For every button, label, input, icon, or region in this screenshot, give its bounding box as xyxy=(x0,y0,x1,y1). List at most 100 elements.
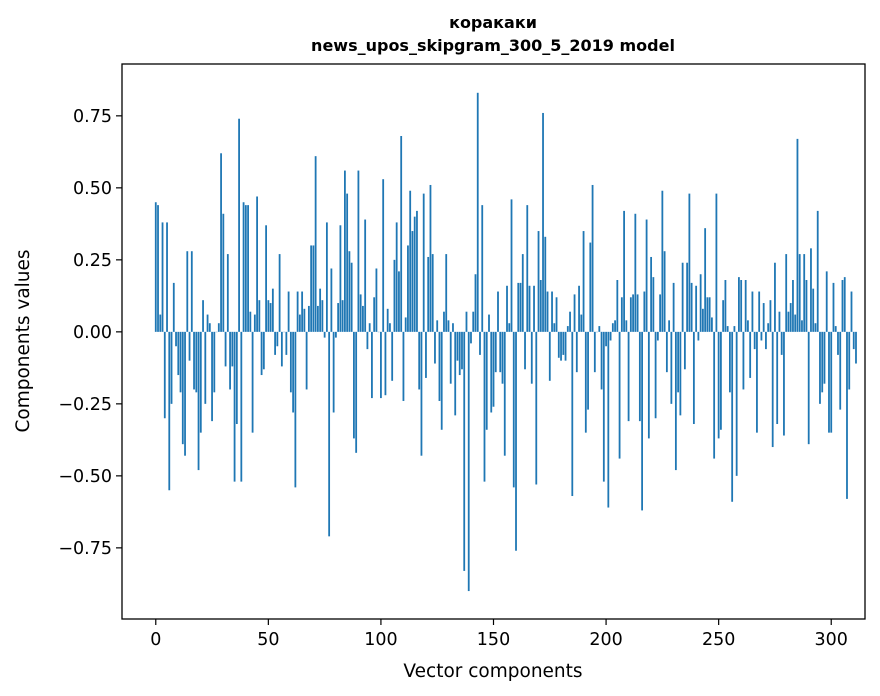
bar-155 xyxy=(503,331,506,456)
bar-236 xyxy=(686,262,689,332)
bar-44 xyxy=(253,314,256,332)
bar-233 xyxy=(679,331,682,416)
bar-107 xyxy=(395,222,398,332)
bar-147 xyxy=(485,331,488,430)
bar-244 xyxy=(704,228,707,332)
bar-235 xyxy=(683,331,686,370)
bar-300 xyxy=(830,331,833,433)
bar-270 xyxy=(762,303,765,332)
bar-267 xyxy=(756,331,758,433)
bar-62 xyxy=(294,331,297,488)
bar-218 xyxy=(645,219,648,332)
bar-53 xyxy=(274,331,276,355)
y-axis-label: Components values xyxy=(13,249,34,432)
bar-98 xyxy=(375,268,378,332)
bar-266 xyxy=(753,331,756,350)
bar-52 xyxy=(271,288,274,332)
bar-59 xyxy=(287,291,290,332)
bar-32 xyxy=(226,254,229,332)
y-tick-label: −0.50 xyxy=(58,467,112,487)
bar-146 xyxy=(483,331,486,482)
bar-271 xyxy=(765,331,767,350)
bar-217 xyxy=(643,291,646,332)
bar-150 xyxy=(492,331,495,407)
bar-295 xyxy=(819,331,821,404)
bar-41 xyxy=(247,205,249,332)
bar-54 xyxy=(276,331,279,347)
bar-182 xyxy=(564,331,567,361)
bar-175 xyxy=(548,331,551,381)
bar-148 xyxy=(488,314,490,332)
bar-12 xyxy=(181,331,184,445)
bar-92 xyxy=(362,305,364,332)
bar-111 xyxy=(404,317,407,332)
bar-207 xyxy=(620,297,623,332)
bar-281 xyxy=(787,311,790,332)
bar-264 xyxy=(749,331,752,378)
bar-35 xyxy=(233,331,236,482)
bar-286 xyxy=(798,254,801,332)
bar-254 xyxy=(726,326,729,332)
bar-109 xyxy=(400,136,403,332)
bar-97 xyxy=(373,297,376,332)
bar-213 xyxy=(634,213,637,332)
x-tick-label: 150 xyxy=(477,630,510,650)
bar-193 xyxy=(589,242,592,332)
bar-282 xyxy=(789,303,792,332)
bar-86 xyxy=(348,251,351,332)
bar-101 xyxy=(382,179,385,332)
bar-304 xyxy=(839,331,842,410)
bar-246 xyxy=(708,297,711,332)
bar-290 xyxy=(807,331,810,445)
bar-242 xyxy=(699,274,702,332)
bar-285 xyxy=(796,138,799,332)
bar-192 xyxy=(587,331,589,410)
bar-306 xyxy=(843,277,846,332)
bar-75 xyxy=(323,331,326,338)
bar-142 xyxy=(474,274,477,332)
bar-210 xyxy=(627,331,630,422)
bar-288 xyxy=(803,254,806,332)
bar-284 xyxy=(794,314,797,332)
bar-214 xyxy=(636,294,639,332)
bar-215 xyxy=(638,331,641,422)
bar-43 xyxy=(251,331,254,433)
bar-95 xyxy=(368,323,371,332)
bar-302 xyxy=(834,326,837,332)
bar-190 xyxy=(582,231,585,332)
bar-188 xyxy=(578,285,580,332)
bar-76 xyxy=(325,222,328,332)
bar-138 xyxy=(465,311,468,332)
bar-153 xyxy=(499,331,502,373)
bar-279 xyxy=(783,331,785,436)
bar-115 xyxy=(413,216,416,332)
bar-247 xyxy=(711,317,713,332)
bar-311 xyxy=(855,331,857,364)
x-tick-label: 0 xyxy=(150,630,161,650)
bar-274 xyxy=(771,331,774,448)
bar-289 xyxy=(805,280,808,332)
bar-201 xyxy=(607,331,610,508)
bar-84 xyxy=(344,170,346,332)
bar-16 xyxy=(190,251,193,332)
bar-245 xyxy=(706,297,709,332)
bar-157 xyxy=(508,323,511,332)
bar-223 xyxy=(656,331,659,341)
x-axis: 0 50 100 150 200 250 300 xyxy=(150,619,848,650)
bar-60 xyxy=(289,331,292,393)
x-tick-label: 50 xyxy=(257,630,279,650)
bar-85 xyxy=(346,193,349,332)
y-tick-label: −0.25 xyxy=(58,395,112,415)
bar-211 xyxy=(629,297,632,332)
bar-94 xyxy=(366,331,369,350)
bar-292 xyxy=(812,288,815,332)
bar-18 xyxy=(195,331,198,393)
bar-198 xyxy=(600,331,603,390)
bar-90 xyxy=(357,170,360,332)
bar-308 xyxy=(848,331,851,390)
bars-group xyxy=(154,92,857,592)
bar-234 xyxy=(681,262,684,332)
bar-13 xyxy=(184,331,186,456)
bar-22 xyxy=(204,331,207,404)
y-tick-label: 0.75 xyxy=(73,107,112,127)
